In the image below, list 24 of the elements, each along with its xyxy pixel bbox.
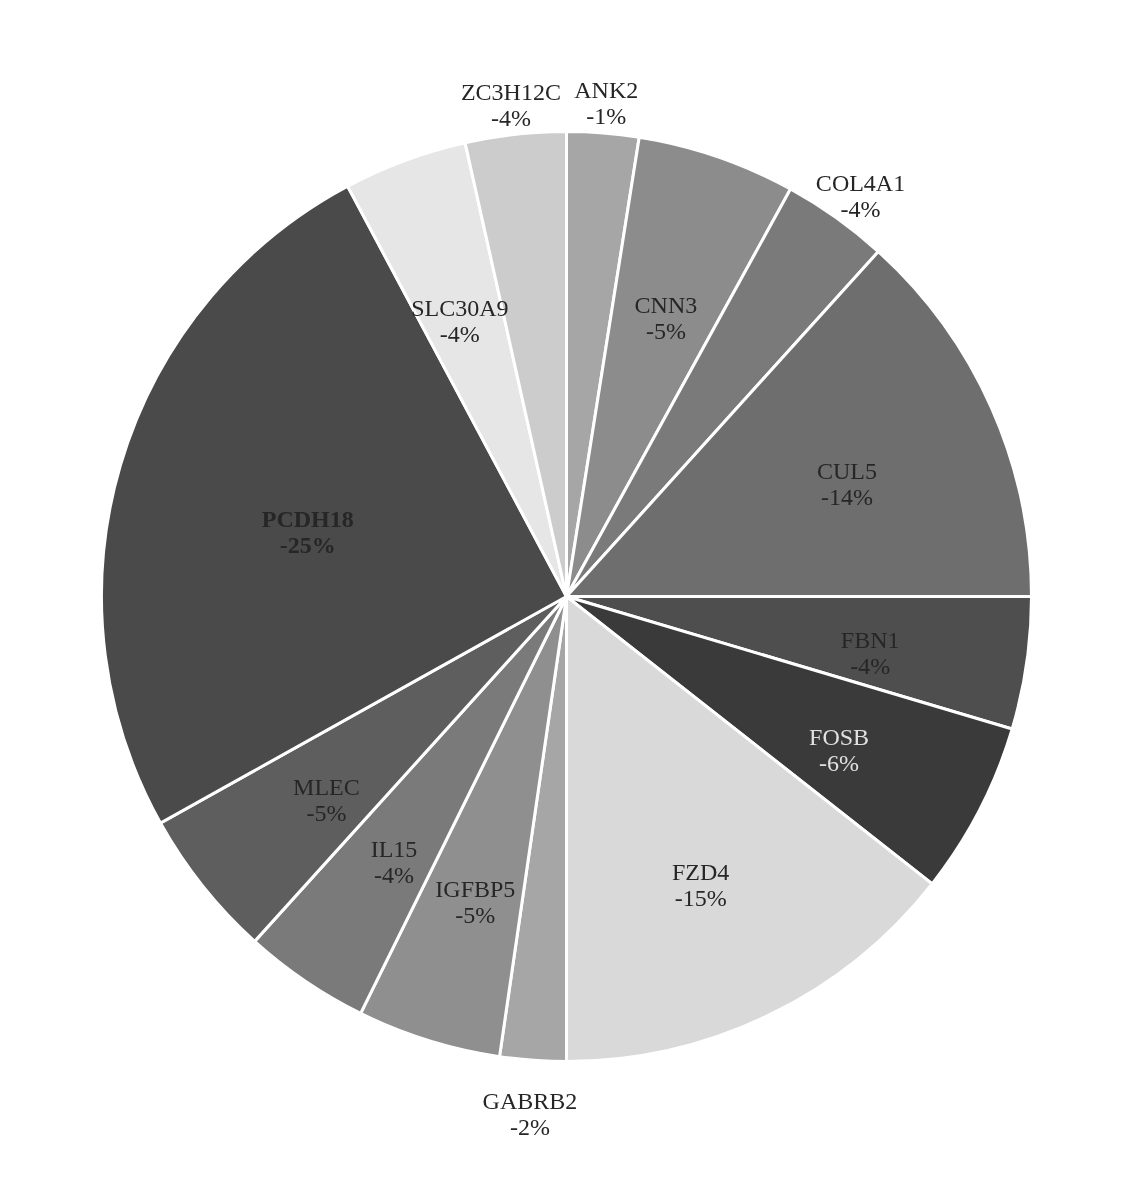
slice-label: FZD4 xyxy=(671,858,730,885)
text: -1% xyxy=(586,103,627,130)
slice-label: FOSB xyxy=(809,723,870,750)
slice-label: IL15 xyxy=(370,836,418,863)
slice-label: CNN3 xyxy=(634,292,698,319)
slice-label: ANK2 xyxy=(574,77,639,104)
text: -14% xyxy=(821,483,873,510)
text: -5% xyxy=(645,318,686,345)
slice-label: IGFBP5 xyxy=(435,875,516,902)
slice-label: ZC3H12C xyxy=(460,78,561,105)
text: -5% xyxy=(306,799,347,826)
text: -4% xyxy=(374,862,414,889)
slice-label: CUL5 xyxy=(817,457,877,484)
text: -5% xyxy=(455,901,496,928)
text: -2% xyxy=(509,1114,550,1141)
slice-label: COL4A1 xyxy=(815,169,906,196)
text: -4% xyxy=(490,104,531,131)
slice-label: GABRB2 xyxy=(482,1088,578,1115)
text: -4% xyxy=(439,320,480,347)
text: -4% xyxy=(840,195,881,222)
text: -6% xyxy=(819,749,860,776)
slice-label: MLEC xyxy=(293,773,360,800)
text: -15% xyxy=(674,884,727,911)
slice-label: SLC30A9 xyxy=(411,294,509,321)
